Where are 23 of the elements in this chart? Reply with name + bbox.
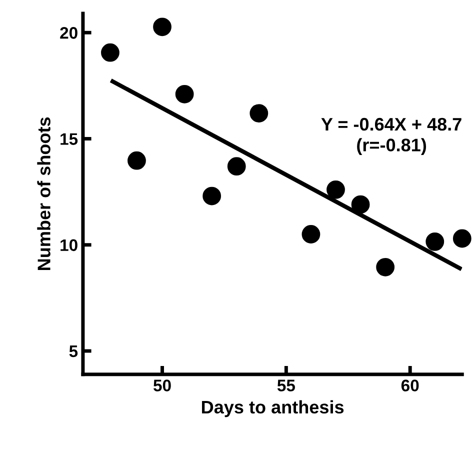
point <box>175 84 194 104</box>
y-tick-label: 20 <box>60 27 78 39</box>
point <box>426 232 444 251</box>
x-axis-title: Days to anthesis <box>202 400 344 418</box>
point <box>101 43 120 62</box>
y-tick-label: 15 <box>60 133 78 145</box>
point <box>376 258 395 276</box>
y-tick-label: 10 <box>60 239 78 252</box>
y-axis-title: Number of shoots <box>37 117 50 270</box>
point <box>202 186 222 206</box>
x-tick-label: 60 <box>401 380 419 392</box>
point <box>351 195 370 214</box>
point <box>128 151 146 170</box>
point <box>452 229 472 248</box>
point <box>227 157 246 176</box>
point <box>250 104 268 122</box>
y-tick-label: 5 <box>69 346 78 358</box>
x-tick-label: 50 <box>154 380 171 392</box>
point <box>326 180 345 199</box>
point <box>153 18 172 36</box>
x-tick-label: 55 <box>277 380 295 392</box>
point <box>302 225 320 244</box>
annotation: Y = -0.64X + 48.7 (r=-0.81) <box>321 118 462 155</box>
